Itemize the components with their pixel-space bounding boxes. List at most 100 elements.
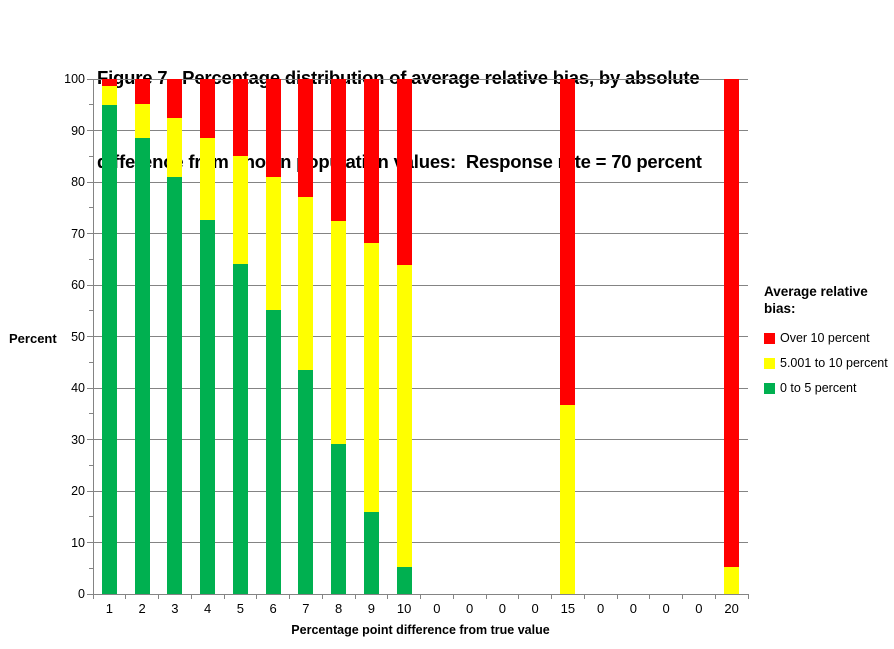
y-tick-label: 10 [71, 535, 85, 550]
y-tick-label: 100 [64, 72, 85, 86]
legend-swatch-icon [764, 332, 775, 344]
x-tick-label: 10 [396, 601, 412, 616]
bar-segment-0-to-5-percent [101, 104, 117, 594]
legend-item: 0 to 5 percent [764, 381, 892, 395]
x-tick-label: 0 [695, 601, 703, 616]
bar-segment-over-10-percent [396, 79, 412, 265]
x-axis-tick [354, 594, 356, 599]
bar-segment-5-001-to-10-percent [101, 85, 117, 105]
x-axis-tick [649, 594, 651, 599]
x-axis-tick [747, 594, 749, 599]
bar-segment-0-to-5-percent [232, 264, 248, 594]
bar-segment-5-001-to-10-percent [560, 404, 576, 594]
bar-segment-over-10-percent [232, 79, 248, 157]
y-axis-major-tick [87, 593, 93, 595]
y-tick-label: 80 [71, 175, 85, 189]
legend-title-line2: bias: [764, 301, 796, 316]
y-axis-minor-tick [89, 516, 93, 518]
gridline [93, 439, 748, 440]
x-axis-tick [518, 594, 520, 599]
bar-segment-5-001-to-10-percent [200, 138, 216, 221]
y-tick-label: 20 [71, 484, 85, 498]
bar-segment-over-10-percent [200, 79, 216, 139]
x-tick-label: 0 [466, 601, 474, 616]
gridline [93, 233, 748, 234]
gridline [93, 336, 748, 337]
gridline [93, 542, 748, 543]
x-axis-tick [485, 594, 487, 599]
y-axis-major-tick [87, 439, 93, 440]
x-tick-label: 6 [269, 601, 277, 616]
gridline [93, 284, 748, 286]
x-axis-tick [714, 594, 716, 599]
bar-segment-over-10-percent [331, 79, 347, 221]
bar-segment-over-10-percent [298, 79, 314, 198]
legend-item-label: Over 10 percent [780, 331, 870, 345]
y-tick-label: 0 [78, 587, 85, 601]
bar-segment-0-to-5-percent [396, 566, 412, 594]
gridline [93, 490, 748, 492]
y-axis-major-tick [87, 181, 93, 183]
x-tick-label: 1 [105, 601, 113, 616]
x-tick-label: 0 [662, 601, 670, 616]
x-axis-tick [256, 594, 258, 599]
y-axis-title: Percent [9, 331, 57, 346]
y-axis-minor-tick [89, 104, 93, 106]
x-axis-tick [321, 594, 323, 599]
bar-segment-over-10-percent [363, 79, 379, 243]
x-tick-label: 7 [302, 601, 310, 616]
x-tick-label: 0 [498, 601, 506, 616]
y-axis-line [92, 79, 94, 594]
bar-segment-over-10-percent [560, 79, 576, 405]
x-axis-tick [452, 594, 454, 599]
bar-segment-over-10-percent [265, 79, 281, 178]
bar-segment-0-to-5-percent [298, 369, 314, 594]
y-axis-minor-tick [89, 464, 93, 466]
y-axis-minor-tick [89, 155, 93, 157]
y-tick-label: 30 [71, 432, 85, 447]
y-tick-label: 60 [71, 278, 85, 292]
legend-title-line1: Average relative [764, 284, 868, 299]
x-axis-tick [223, 594, 225, 599]
legend: Average relative bias: Over 10 percent 5.… [764, 283, 892, 406]
x-tick-label: 20 [724, 601, 739, 616]
x-tick-label: 0 [531, 601, 539, 616]
gridline [93, 181, 748, 183]
x-axis-tick [92, 594, 94, 599]
y-axis-minor-tick [89, 310, 93, 312]
bar-segment-0-to-5-percent [134, 138, 150, 594]
y-axis-major-tick [87, 284, 93, 286]
y-axis-major-tick [87, 233, 93, 234]
y-axis-major-tick [87, 78, 93, 80]
bar-segment-0-to-5-percent [331, 444, 347, 594]
x-axis-title: Percentage point difference from true va… [291, 623, 550, 637]
bar-segment-over-10-percent [167, 79, 183, 119]
y-axis-major-tick [87, 387, 93, 389]
x-tick-label: 0 [597, 601, 605, 616]
legend-items: Over 10 percent 5.001 to 10 percent 0 to 5… [764, 331, 892, 395]
x-tick-label: 0 [629, 601, 637, 616]
x-tick-label: 2 [138, 601, 146, 616]
x-tick-label: 15 [560, 601, 576, 616]
x-axis-tick [387, 594, 389, 599]
y-axis-minor-tick [89, 258, 93, 260]
bar-segment-0-to-5-percent [265, 310, 281, 594]
x-tick-label: 4 [204, 601, 212, 616]
bar-segment-5-001-to-10-percent [331, 220, 347, 445]
y-axis-major-tick [87, 130, 93, 131]
bar-segment-0-to-5-percent [200, 220, 216, 594]
bar-segment-5-001-to-10-percent [167, 118, 183, 177]
x-axis-tick [289, 594, 290, 599]
x-tick-label: 5 [236, 601, 244, 616]
y-axis-major-tick [87, 542, 93, 543]
bar-segment-5-001-to-10-percent [298, 197, 314, 370]
bar-segment-5-001-to-10-percent [232, 156, 248, 265]
x-tick-label: 8 [335, 601, 343, 616]
legend-swatch-icon [764, 382, 775, 394]
legend-item-label: 0 to 5 percent [780, 381, 857, 395]
x-axis-tick [616, 594, 618, 599]
bar-segment-5-001-to-10-percent [265, 177, 281, 311]
y-tick-label: 50 [71, 329, 85, 344]
gridline [93, 130, 748, 131]
